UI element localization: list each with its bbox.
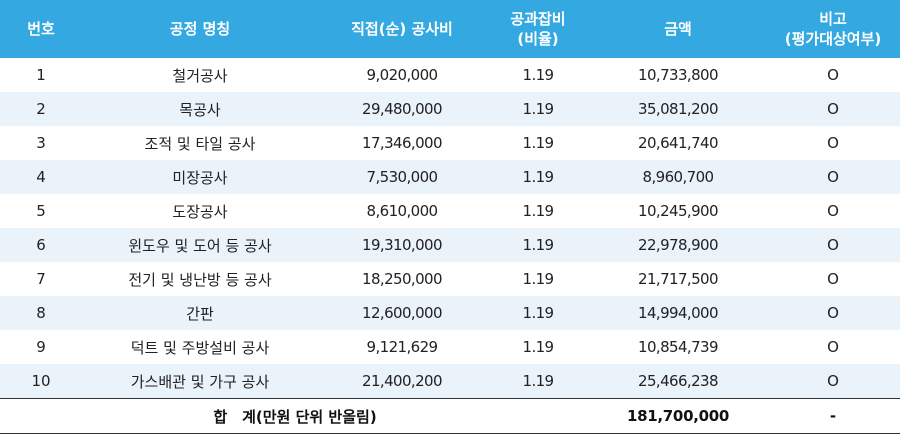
- cell-ratio: 1.19: [486, 364, 590, 399]
- cell-amount: 10,733,800: [590, 58, 766, 92]
- table-row: 6 윈도우 및 도어 등 공사 19,310,000 1.19 22,978,900 O: [0, 228, 900, 262]
- cell-ratio: 1.19: [486, 194, 590, 228]
- cell-no: 7: [0, 262, 82, 296]
- cell-note: O: [766, 228, 900, 262]
- total-amount: 181,700,000: [590, 398, 766, 434]
- cell-name: 도장공사: [82, 194, 318, 228]
- header-note: 비고 (평가대상여부): [766, 0, 900, 58]
- table-row: 1 철거공사 9,020,000 1.19 10,733,800 O: [0, 58, 900, 92]
- cell-note: O: [766, 296, 900, 330]
- table-row: 10 가스배관 및 가구 공사 21,400,200 1.19 25,466,238 O: [0, 364, 900, 399]
- cell-ratio: 1.19: [486, 58, 590, 92]
- header-name: 공정 명칭: [82, 0, 318, 58]
- cell-amount: 20,641,740: [590, 126, 766, 160]
- table-row: 4 미장공사 7,530,000 1.19 8,960,700 O: [0, 160, 900, 194]
- cell-ratio: 1.19: [486, 262, 590, 296]
- header-no: 번호: [0, 0, 82, 58]
- cell-amount: 21,717,500: [590, 262, 766, 296]
- cell-amount: 35,081,200: [590, 92, 766, 126]
- cell-ratio: 1.19: [486, 296, 590, 330]
- total-note: -: [766, 398, 900, 434]
- header-amount: 금액: [590, 0, 766, 58]
- table-row: 8 간판 12,600,000 1.19 14,994,000 O: [0, 296, 900, 330]
- table-row: 9 덕트 및 주방설비 공사 9,121,629 1.19 10,854,739 O: [0, 330, 900, 364]
- cell-ratio: 1.19: [486, 126, 590, 160]
- cell-amount: 10,854,739: [590, 330, 766, 364]
- cell-note: O: [766, 92, 900, 126]
- cell-note: O: [766, 194, 900, 228]
- cell-no: 3: [0, 126, 82, 160]
- cell-note: O: [766, 330, 900, 364]
- header-overhead: 공과잡비 (비율): [486, 0, 590, 58]
- table-row: 3 조적 및 타일 공사 17,346,000 1.19 20,641,740 O: [0, 126, 900, 160]
- cell-name: 가스배관 및 가구 공사: [82, 364, 318, 399]
- header-note-line2: (평가대상여부): [784, 30, 882, 48]
- cell-amount: 25,466,238: [590, 364, 766, 399]
- cell-amount: 14,994,000: [590, 296, 766, 330]
- cell-ratio: 1.19: [486, 330, 590, 364]
- cell-direct-cost: 9,121,629: [318, 330, 486, 364]
- cell-name: 철거공사: [82, 58, 318, 92]
- header-note-line1: 비고: [819, 10, 847, 28]
- table-row: 5 도장공사 8,610,000 1.19 10,245,900 O: [0, 194, 900, 228]
- header-overhead-line1: 공과잡비: [510, 10, 566, 28]
- cell-name: 목공사: [82, 92, 318, 126]
- cell-amount: 8,960,700: [590, 160, 766, 194]
- cell-no: 8: [0, 296, 82, 330]
- cell-note: O: [766, 58, 900, 92]
- cell-no: 1: [0, 58, 82, 92]
- cell-no: 5: [0, 194, 82, 228]
- cell-direct-cost: 7,530,000: [318, 160, 486, 194]
- total-label: 합 계(만원 단위 반올림): [0, 398, 590, 434]
- cell-no: 6: [0, 228, 82, 262]
- cell-direct-cost: 21,400,200: [318, 364, 486, 399]
- total-row: 합 계(만원 단위 반올림) 181,700,000 -: [0, 398, 900, 434]
- cell-direct-cost: 12,600,000: [318, 296, 486, 330]
- header-overhead-line2: (비율): [517, 30, 559, 48]
- cell-name: 덕트 및 주방설비 공사: [82, 330, 318, 364]
- cell-name: 조적 및 타일 공사: [82, 126, 318, 160]
- cell-note: O: [766, 126, 900, 160]
- cell-direct-cost: 17,346,000: [318, 126, 486, 160]
- table-header: 번호 공정 명칭 직접(순) 공사비 공과잡비 (비율) 금액 비고 (평가대상…: [0, 0, 900, 58]
- cell-no: 9: [0, 330, 82, 364]
- header-row: 번호 공정 명칭 직접(순) 공사비 공과잡비 (비율) 금액 비고 (평가대상…: [0, 0, 900, 58]
- header-direct-cost: 직접(순) 공사비: [318, 0, 486, 58]
- cell-name: 미장공사: [82, 160, 318, 194]
- cell-note: O: [766, 160, 900, 194]
- table-row: 7 전기 및 냉난방 등 공사 18,250,000 1.19 21,717,500 O: [0, 262, 900, 296]
- cell-name: 간판: [82, 296, 318, 330]
- cell-ratio: 1.19: [486, 160, 590, 194]
- cell-name: 윈도우 및 도어 등 공사: [82, 228, 318, 262]
- cell-amount: 10,245,900: [590, 194, 766, 228]
- cell-note: O: [766, 262, 900, 296]
- table-row: 2 목공사 29,480,000 1.19 35,081,200 O: [0, 92, 900, 126]
- cell-no: 10: [0, 364, 82, 399]
- table-body: 1 철거공사 9,020,000 1.19 10,733,800 O 2 목공사 29,480,…: [0, 58, 900, 399]
- cell-no: 2: [0, 92, 82, 126]
- cell-direct-cost: 19,310,000: [318, 228, 486, 262]
- cell-note: O: [766, 364, 900, 399]
- table-footer: 합 계(만원 단위 반올림) 181,700,000 -: [0, 398, 900, 434]
- cell-direct-cost: 9,020,000: [318, 58, 486, 92]
- cell-ratio: 1.19: [486, 228, 590, 262]
- cell-direct-cost: 29,480,000: [318, 92, 486, 126]
- cell-amount: 22,978,900: [590, 228, 766, 262]
- cell-direct-cost: 8,610,000: [318, 194, 486, 228]
- cell-direct-cost: 18,250,000: [318, 262, 486, 296]
- cell-no: 4: [0, 160, 82, 194]
- cell-name: 전기 및 냉난방 등 공사: [82, 262, 318, 296]
- cell-ratio: 1.19: [486, 92, 590, 126]
